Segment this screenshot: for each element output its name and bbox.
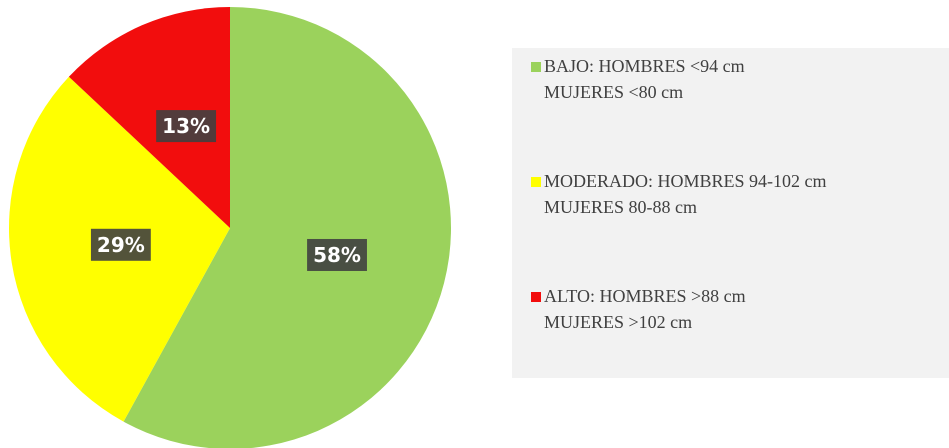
data-label: 29% <box>90 228 151 261</box>
pie-slice <box>123 7 451 448</box>
legend-swatch <box>531 292 541 302</box>
data-label-text: 58% <box>313 243 361 267</box>
legend-label: ALTO: HOMBRES >88 cm MUJERES >102 cm <box>544 286 746 332</box>
data-label-text: 13% <box>162 114 210 138</box>
data-label-bg <box>307 238 367 271</box>
pie-slice <box>68 7 230 228</box>
data-label-bg <box>90 228 151 261</box>
legend-label: BAJO: HOMBRES <94 cm MUJERES <80 cm <box>544 56 745 102</box>
data-label: 13% <box>156 110 217 143</box>
legend-swatch <box>531 177 541 187</box>
legend-swatch <box>531 62 541 72</box>
data-label-bg <box>156 110 217 143</box>
legend-label: MODERADO: HOMBRES 94-102 cm MUJERES 80-88… <box>544 171 827 217</box>
data-label-text: 29% <box>97 233 145 257</box>
data-label: 58% <box>307 238 367 271</box>
legend-box <box>512 48 949 378</box>
